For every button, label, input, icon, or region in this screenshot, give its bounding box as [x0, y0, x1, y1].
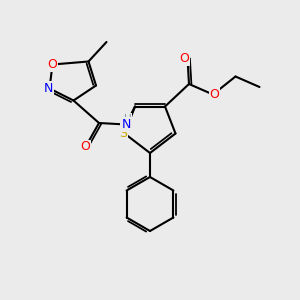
- Text: N: N: [43, 82, 53, 95]
- Text: O: O: [48, 58, 57, 71]
- Text: O: O: [210, 88, 219, 101]
- Text: O: O: [180, 52, 189, 65]
- Text: S: S: [119, 127, 127, 140]
- Text: O: O: [81, 140, 90, 154]
- Text: H: H: [124, 113, 131, 124]
- Text: N: N: [121, 118, 131, 131]
